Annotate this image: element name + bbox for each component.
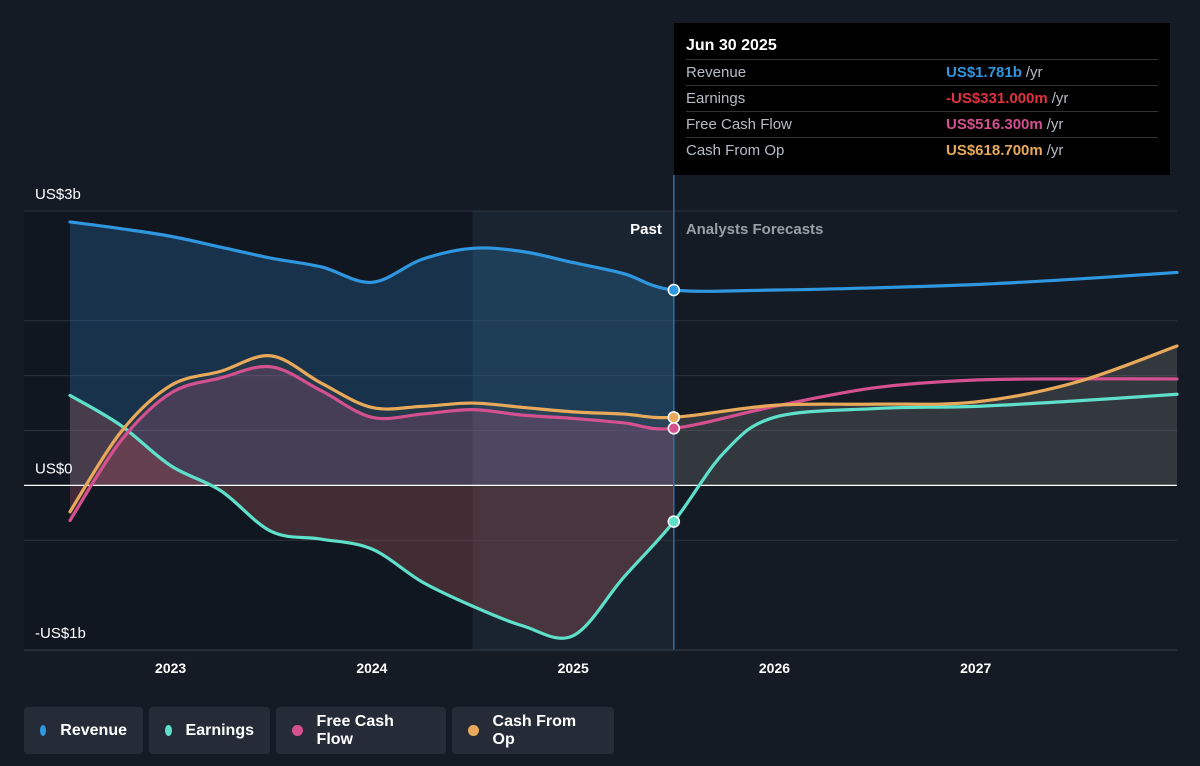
tooltip-row-free-cash-flow: Free Cash Flow US$516.300m /yr — [686, 111, 1158, 137]
area-revenue — [70, 221, 674, 486]
marker-earnings — [667, 515, 681, 528]
legend: Revenue Earnings Free Cash Flow Cash Fro… — [24, 707, 614, 754]
tooltip-unit: /yr — [1046, 116, 1064, 133]
line-revenue — [68, 220, 1179, 293]
x-tick-label: 2025 — [558, 660, 589, 676]
line-cash-from-op — [68, 344, 1179, 514]
y-tick-label: US$3b — [35, 186, 81, 203]
tooltip-unit: /yr — [1046, 142, 1064, 159]
legend-item-cash-from-op[interactable]: Cash From Op — [452, 707, 614, 754]
marker-revenue — [667, 283, 681, 297]
forecast-label: Analysts Forecasts — [686, 221, 824, 238]
tooltip-value: US$516.300m — [946, 116, 1043, 133]
y-tick-label: -US$1b — [35, 625, 86, 642]
tooltip-date: Jun 30 2025 — [686, 37, 777, 54]
marker-cash-from-op — [667, 411, 681, 424]
legend-dot-icon — [292, 725, 303, 736]
area-forecast — [673, 345, 1177, 486]
legend-item-free-cash-flow[interactable]: Free Cash Flow — [276, 707, 446, 754]
tooltip-value: US$1.781b — [946, 64, 1022, 81]
marker-free-cash-flow — [667, 422, 681, 435]
y-tick-label: US$0 — [35, 460, 73, 477]
tooltip-unit: /yr — [1051, 90, 1069, 107]
legend-item-earnings[interactable]: Earnings — [149, 707, 270, 754]
legend-item-revenue[interactable]: Revenue — [24, 707, 143, 754]
line-chart: US$3b US$0 -US$1b 2023 2024 2025 2026 2027 Past A… — [24, 175, 1179, 676]
x-tick-label: 2027 — [960, 660, 991, 676]
area-free-cash-flow — [70, 366, 674, 521]
tooltip-label: Revenue — [686, 64, 747, 81]
legend-label: Cash From Op — [492, 712, 577, 748]
x-tick-label: 2024 — [356, 660, 387, 676]
past-label: Past — [630, 221, 662, 238]
tooltip: Jun 30 2025 Revenue US$1.781b /yr Earnin… — [674, 23, 1170, 175]
legend-dot-icon — [40, 725, 47, 736]
tooltip-row-revenue: Revenue US$1.781b /yr — [686, 59, 1158, 85]
line-free-cash-flow — [68, 364, 1179, 523]
area-earnings-negative — [70, 395, 674, 639]
legend-dot-icon — [468, 725, 479, 736]
tooltip-row-cash-from-op: Cash From Op US$618.700m /yr — [686, 137, 1158, 163]
tooltip-unit: /yr — [1025, 64, 1043, 81]
x-tick-label: 2023 — [155, 660, 186, 676]
tooltip-label: Earnings — [686, 90, 746, 107]
area-cash-from-op — [70, 355, 674, 512]
area-earnings — [70, 395, 674, 639]
x-tick-label: 2026 — [759, 660, 790, 676]
tooltip-label: Free Cash Flow — [686, 116, 792, 133]
tooltip-label: Cash From Op — [686, 142, 785, 159]
line-earnings — [68, 392, 1179, 640]
tooltip-value: US$618.700m — [946, 142, 1043, 159]
tooltip-value: -US$331.000m — [946, 90, 1048, 107]
legend-dot-icon — [165, 725, 172, 736]
legend-label: Revenue — [60, 721, 127, 739]
tooltip-row-earnings: Earnings -US$331.000m /yr — [686, 85, 1158, 111]
legend-label: Free Cash Flow — [316, 712, 394, 748]
legend-label: Earnings — [185, 721, 254, 739]
